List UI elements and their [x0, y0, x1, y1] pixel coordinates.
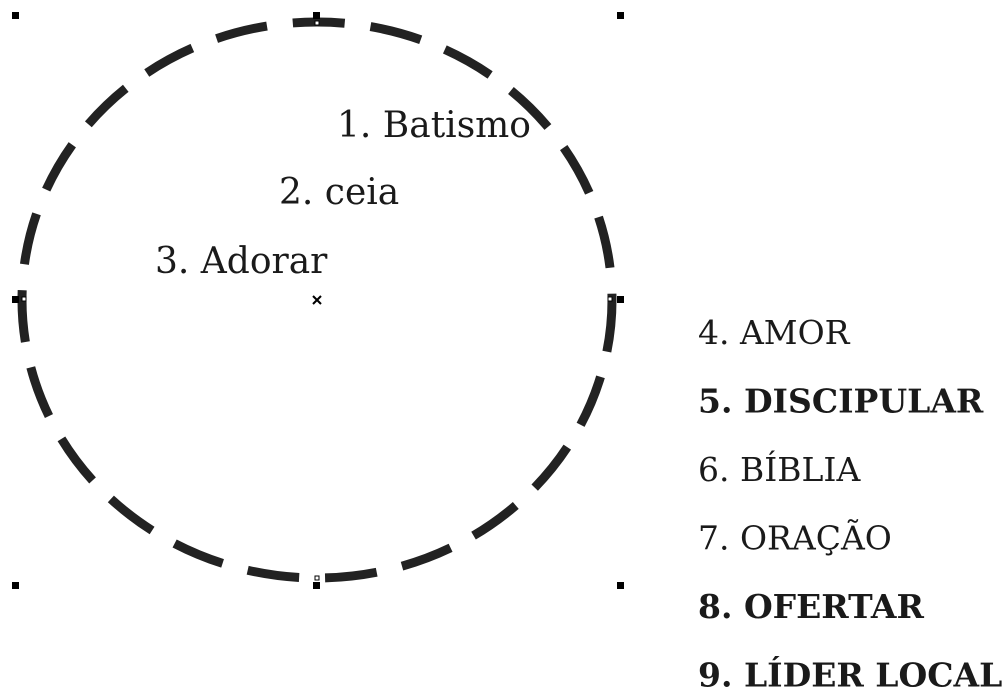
- list-item: 6. BÍBLIA: [698, 449, 861, 489]
- list-item: 7. ORAÇÃO: [698, 519, 892, 558]
- selection-handles: [12, 12, 624, 589]
- circle-label: 1. Batismo: [337, 105, 531, 146]
- list-item: 4. AMOR: [698, 313, 851, 352]
- list: 4. AMOR 5. DISCIPULAR 6. BÍBLIA 7. ORAÇÃO 8.…: [698, 313, 1002, 688]
- node-handles: [21, 20, 613, 581]
- circle-label: 2. ceia: [279, 172, 399, 213]
- list-item: 5. DISCIPULAR: [698, 382, 984, 421]
- circle-labels: 1. Batismo 2. ceia 3. Adorar: [155, 105, 531, 282]
- list-item: 8. OFERTAR: [698, 587, 924, 626]
- circle-label: 3. Adorar: [155, 241, 328, 282]
- center-mark: [312, 295, 322, 305]
- list-item: 9. LÍDER LOCAL: [698, 655, 1002, 688]
